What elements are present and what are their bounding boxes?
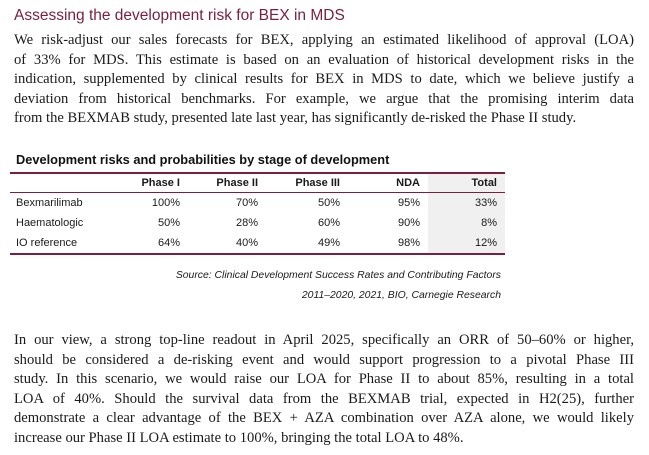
paragraph-line: study. In this scenario, we would raise … (14, 371, 634, 387)
header-phase-1: Phase I (141, 177, 180, 189)
outlook-paragraph: In our view, a strong top-line readout i… (14, 331, 634, 448)
cell-nda: 98% (397, 237, 420, 249)
intro-paragraph: We risk-adjust our sales forecasts for B… (14, 31, 634, 129)
row-label: Haematologic (16, 217, 84, 229)
paragraph-line: LOA of 40%. Should the survival data fro… (14, 390, 634, 407)
source-line: 2011–2020, 2021, BIO, Carnegie Research (301, 290, 501, 301)
paragraph-line: increase our Phase II LOA estimate to 10… (14, 429, 464, 446)
row-label: Bexmarilimab (16, 197, 83, 209)
cell-phase-3: 50% (317, 197, 340, 209)
header-cell-empty (10, 173, 98, 193)
paragraph-line: from the BEXMAB study, presented late la… (14, 110, 577, 126)
cell-phase-1: 100% (151, 197, 180, 209)
cell-total: 12% (428, 233, 505, 254)
paragraph-line: We risk-adjust our sales forecasts for B… (14, 32, 634, 48)
header-phase-2: Phase II (216, 177, 258, 189)
header-total: Total (428, 173, 505, 193)
cell-total: 33% (428, 192, 505, 213)
cell-phase-2: 28% (235, 217, 258, 229)
cell-phase-2: 70% (235, 197, 258, 209)
table-title: Development risks and probabilities by s… (16, 152, 390, 167)
risk-table-container: Phase I Phase II Phase III NDA Total Bex… (10, 172, 505, 255)
table-row: IO reference 64% 40% 49% 98% 12% (10, 233, 505, 254)
source-line: Source: Clinical Development Success Rat… (175, 270, 501, 281)
table-row: Haematologic 50% 28% 60% 90% 8% (10, 213, 505, 233)
cell-phase-1: 50% (157, 217, 180, 229)
cell-nda: 90% (397, 217, 420, 229)
cell-phase-1: 64% (157, 237, 180, 249)
cell-phase-3: 60% (317, 217, 340, 229)
paragraph-line: demonstrate a clear advantage of the BEX… (14, 410, 634, 426)
table-row: Bexmarilimab 100% 70% 50% 95% 33% (10, 192, 505, 213)
section-heading: Assessing the development risk for BEX i… (14, 7, 345, 24)
cell-phase-3: 49% (317, 237, 340, 249)
cell-total: 8% (428, 213, 505, 233)
cell-phase-2: 40% (235, 237, 258, 249)
risk-probability-table: Phase I Phase II Phase III NDA Total Bex… (10, 172, 505, 255)
paragraph-line: of 33% for MDS. This estimate is based o… (14, 51, 634, 68)
header-nda: NDA (396, 177, 420, 189)
paragraph-line: In our view, a strong top-line readout i… (14, 332, 634, 348)
cell-nda: 95% (397, 197, 420, 209)
paragraph-line: indication, supplemented by clinical res… (14, 71, 634, 87)
header-phase-3: Phase III (295, 177, 340, 189)
row-label: IO reference (16, 237, 78, 249)
table-header-row: Phase I Phase II Phase III NDA Total (10, 173, 505, 193)
paragraph-line: should be considered a de-risking event … (14, 351, 634, 368)
table-source: Source: Clinical Development Success Rat… (176, 266, 501, 306)
paragraph-line: deviation from historical benchmarks. Fo… (14, 90, 634, 107)
